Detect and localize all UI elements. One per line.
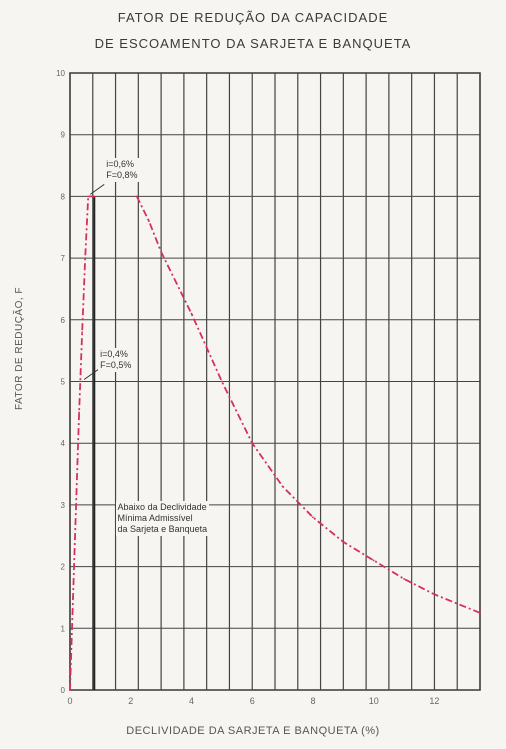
- series-point-1: [312, 516, 314, 519]
- series-point-1: [479, 611, 481, 614]
- y-tick-label: 5: [61, 378, 66, 387]
- series-point-1: [281, 485, 284, 488]
- y-tick-label: 1: [61, 624, 66, 633]
- series-point-1: [175, 281, 178, 284]
- annotation-mid-line-1: i=0,4%: [100, 348, 128, 359]
- x-axis-label: DECLIVIDADE DA SARJETA E BANQUETA (%): [126, 725, 380, 737]
- series-point-0: [87, 195, 90, 198]
- y-tick-label: 0: [61, 686, 66, 695]
- series-point-0: [75, 504, 77, 506]
- series-point-0: [81, 331, 84, 334]
- x-tick-label: 2: [128, 696, 133, 706]
- y-tick-label: 3: [61, 501, 66, 510]
- plot-frame: [69, 72, 481, 691]
- series-point-1: [403, 578, 405, 580]
- chart-subtitle: DE ESCOAMENTO DA SARJETA E BANQUETA: [94, 36, 412, 51]
- x-tick-label: 10: [369, 696, 379, 706]
- annotation-mid: i=0,4% F=0,5%: [98, 347, 134, 372]
- series-point-0: [72, 596, 74, 599]
- annotation-top-arrow: [89, 183, 105, 195]
- y-tick-label: 8: [61, 192, 66, 201]
- y-tick-label: 9: [61, 131, 66, 140]
- series-point-1: [342, 541, 345, 543]
- y-tick-label: 10: [56, 69, 65, 78]
- series-point-1: [433, 593, 436, 596]
- annotation-bottom-line-3: da Sarjeta e Banqueta: [117, 523, 208, 534]
- chart-title: FATOR DE REDUÇÃO DA CAPACIDADE: [117, 10, 389, 25]
- y-tick-label: 2: [61, 563, 66, 572]
- series-point-0: [84, 257, 87, 259]
- x-tick-label: 0: [67, 696, 72, 706]
- annotation-top-line-1: i=0,6%: [106, 159, 134, 170]
- annotation-bottom-line-2: Mínima Admissível: [117, 512, 193, 523]
- series-point-0: [93, 195, 96, 198]
- x-tick-label: 12: [429, 696, 439, 706]
- annotation-bottom-line-1: Abaixo da Declividade: [117, 501, 207, 512]
- series-point-0: [78, 411, 81, 414]
- y-tick-label: 7: [61, 254, 66, 263]
- annotation-top-line-2: F=0,8%: [106, 170, 138, 181]
- series-point-1: [251, 442, 254, 445]
- annotation-top: i=0,6% F=0,8%: [104, 158, 140, 183]
- series-point-1: [135, 195, 138, 198]
- series-point-1: [148, 220, 150, 222]
- annotation-mid-arrow: [83, 369, 99, 380]
- x-tick-label: 8: [310, 696, 315, 706]
- annotation-bottom: Abaixo da Declividade Mínima Admissível …: [115, 500, 210, 536]
- x-tick-label: 6: [250, 696, 255, 706]
- x-tick-label: 4: [189, 696, 194, 706]
- series-line-0: [69, 195, 95, 691]
- series-line-1: [136, 196, 481, 614]
- series-point-0: [69, 689, 71, 691]
- series-point-1: [372, 559, 375, 562]
- series-point-1: [190, 312, 193, 315]
- series-point-1: [220, 380, 223, 383]
- series-point-1: [160, 251, 163, 253]
- y-tick-label: 6: [61, 316, 66, 325]
- y-tick-label: 4: [61, 439, 66, 448]
- y-axis-label: FATOR DE REDUÇÃO, F: [14, 286, 25, 410]
- annotation-mid-line-2: F=0,5%: [100, 359, 132, 370]
